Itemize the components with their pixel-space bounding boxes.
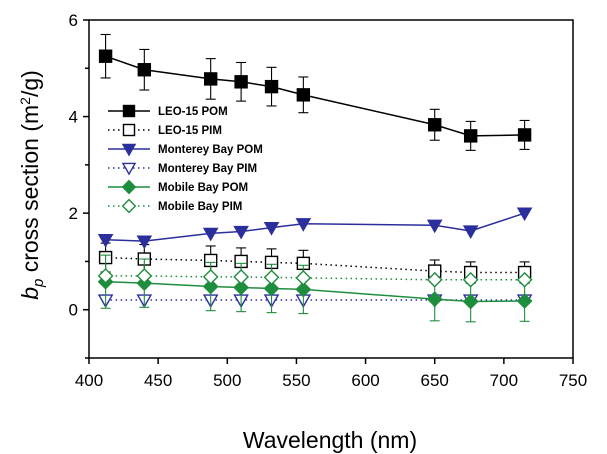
y-tick-label-4: 4 — [69, 108, 78, 127]
point-2-8 — [516, 207, 533, 222]
point-0-2 — [203, 72, 218, 86]
legend-marker-0 — [122, 104, 136, 118]
legend: LEO-15 POM LEO-15 PIM Monterey Bay POM Mont… — [108, 104, 263, 214]
point-4-4 — [263, 280, 280, 297]
x-tick-label-450: 450 — [144, 371, 172, 390]
x-tick-label-400: 400 — [75, 371, 103, 390]
legend-label-3: Monterey Bay PIM — [158, 163, 257, 175]
legend-entry-2: Monterey Bay POM — [108, 143, 263, 157]
series-5 — [97, 268, 533, 288]
series-line-5 — [105, 275, 525, 281]
point-0-8 — [517, 128, 532, 142]
series-2 — [97, 207, 533, 250]
legend-entry-4: Mobile Bay POM — [108, 179, 248, 195]
x-axis-title: Wavelength (nm) — [243, 427, 417, 453]
point-4-2 — [202, 278, 219, 295]
y-tick-label-6: 6 — [69, 11, 78, 30]
point-0-3 — [234, 75, 248, 89]
point-2-7 — [462, 225, 479, 240]
legend-entry-0: LEO-15 POM — [108, 104, 228, 118]
point-2-4 — [263, 221, 280, 236]
y-axis-title-main: cross section (m — [17, 105, 43, 279]
legend-label-1: LEO-15 PIM — [158, 125, 222, 137]
legend-marker-4 — [121, 179, 137, 195]
x-tick-label-750: 750 — [559, 371, 587, 390]
point-4-7 — [462, 293, 479, 310]
legend-label-0: LEO-15 POM — [158, 106, 228, 118]
y-axis-title-sup: 2 — [17, 97, 33, 105]
legend-label-4: Mobile Bay POM — [158, 182, 248, 194]
legend-entry-3: Monterey Bay PIM — [108, 162, 257, 176]
y-axis-title-sub: p — [30, 279, 47, 288]
series-4 — [97, 254, 533, 323]
point-0-7 — [463, 129, 478, 143]
x-tick-label-550: 550 — [282, 371, 310, 390]
legend-entry-1: LEO-15 PIM — [108, 123, 222, 137]
point-2-5 — [295, 218, 312, 232]
plot-frame — [88, 19, 574, 359]
series-line-2 — [105, 212, 525, 242]
y-tick-label-0: 0 — [69, 301, 78, 320]
point-4-6 — [426, 291, 443, 307]
x-tick-label-600: 600 — [351, 371, 379, 390]
point-5-2 — [202, 268, 219, 285]
point-5-8 — [516, 271, 533, 288]
point-4-5 — [295, 281, 312, 298]
series-line-0 — [105, 55, 525, 137]
point-2-1 — [136, 235, 153, 250]
point-2-3 — [233, 225, 249, 240]
point-5-6 — [426, 271, 443, 288]
plot-area — [97, 33, 533, 323]
series-0 — [98, 33, 532, 151]
y-tick-label-2: 2 — [69, 204, 78, 223]
point-5-4 — [263, 269, 280, 286]
point-0-6 — [428, 118, 442, 132]
point-5-7 — [462, 271, 479, 288]
point-0-5 — [296, 88, 311, 102]
y-axis-title-end: /g) — [17, 70, 43, 97]
point-0-4 — [264, 79, 279, 94]
point-2-0 — [97, 234, 114, 248]
legend-marker-5 — [121, 198, 137, 214]
x-tick-label-500: 500 — [213, 371, 241, 390]
legend-marker-3 — [121, 162, 137, 176]
series-line-4 — [105, 280, 525, 303]
point-0-1 — [137, 63, 152, 77]
series-line-1 — [105, 256, 525, 274]
point-4-8 — [516, 293, 533, 309]
x-tick-label-700: 700 — [490, 371, 518, 390]
point-5-5 — [295, 269, 312, 286]
y-axis-title-b: b — [17, 287, 43, 300]
legend-entry-5: Mobile Bay PIM — [108, 198, 242, 214]
point-5-1 — [136, 268, 153, 284]
legend-marker-2 — [121, 143, 137, 157]
legend-marker-1 — [122, 123, 136, 137]
y-axis-title: bp cross section (m2/g) — [17, 70, 47, 300]
point-5-3 — [233, 268, 250, 285]
point-5-0 — [97, 268, 114, 284]
legend-label-5: Mobile Bay PIM — [158, 201, 242, 213]
point-2-2 — [202, 227, 219, 242]
axes: 400 450 500 550 600 650 700 750 0 2 4 6 — [69, 11, 588, 390]
x-tick-label-650: 650 — [421, 371, 449, 390]
point-4-3 — [233, 279, 250, 296]
legend-label-2: Monterey Bay POM — [158, 144, 263, 156]
point-0-0 — [98, 49, 113, 63]
point-2-6 — [426, 219, 443, 234]
